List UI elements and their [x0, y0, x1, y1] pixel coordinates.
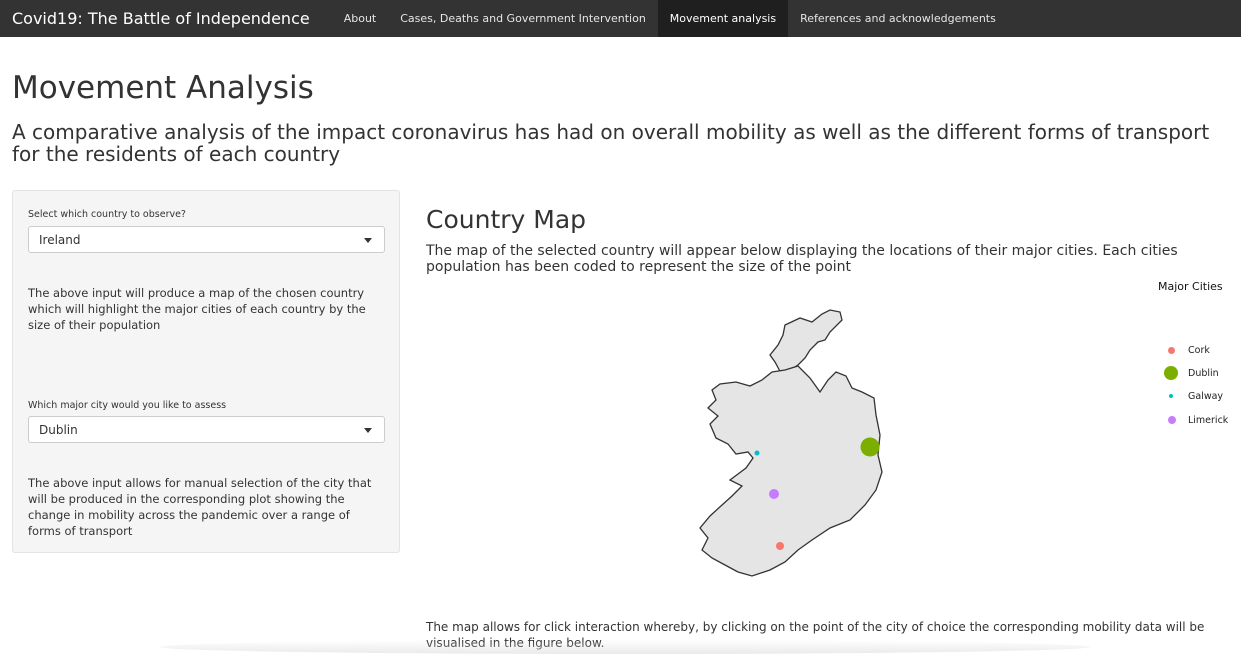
legend-dot-icon	[1164, 366, 1178, 380]
country-map-description: The map of the selected country will app…	[426, 243, 1178, 275]
nav-tab-about[interactable]: About	[343, 12, 377, 25]
country-select-value: Ireland	[39, 232, 81, 247]
country-select-label: Select which country to observe?	[28, 209, 186, 220]
country-map-title: Country Map	[426, 205, 587, 234]
city-help-text: The above input allows for manual select…	[28, 476, 372, 538]
legend-title: Major Cities	[1158, 280, 1223, 293]
country-help-text: The above input will produce a map of th…	[28, 286, 366, 332]
legend-label: Cork	[1188, 344, 1210, 356]
nav-tab-cases-deaths[interactable]: Cases, Deaths and Government Interventio…	[400, 12, 646, 25]
city-select[interactable]: Dublin	[28, 416, 385, 443]
legend-item-galway: Galway	[1160, 388, 1223, 404]
legend-item-cork: Cork	[1160, 342, 1210, 358]
nav-tab-movement-analysis[interactable]: Movement analysis	[657, 0, 789, 37]
legend-dot-icon	[1168, 346, 1175, 354]
legend-label: Galway	[1188, 390, 1224, 402]
legend-dot-icon	[1168, 416, 1176, 424]
navbar: Covid19: The Battle of Independence Abou…	[0, 0, 1241, 37]
page-subtitle: A comparative analysis of the impact cor…	[12, 120, 1210, 166]
chevron-down-icon	[364, 238, 372, 243]
city-point-dublin[interactable]	[860, 437, 880, 457]
chevron-down-icon	[364, 428, 372, 433]
country-select[interactable]: Ireland	[28, 226, 385, 253]
legend-label: Limerick	[1188, 414, 1229, 426]
legend-dot-icon	[1169, 394, 1173, 398]
map-region-north	[769, 309, 843, 376]
sidebar-panel: Select which country to observe? Ireland…	[12, 190, 400, 553]
bottom-shadow	[160, 640, 1090, 654]
country-map[interactable]	[690, 300, 890, 585]
page-title: Movement Analysis	[12, 70, 314, 106]
city-select-value: Dublin	[39, 422, 78, 437]
legend-label: Dublin	[1188, 367, 1219, 379]
map-region-ireland	[699, 365, 883, 577]
legend-item-dublin: Dublin	[1160, 365, 1219, 381]
nav-tab-references[interactable]: References and acknowledgements	[800, 12, 996, 25]
legend-item-limerick: Limerick	[1160, 412, 1228, 428]
city-point-limerick[interactable]	[769, 489, 779, 499]
city-point-cork[interactable]	[776, 542, 784, 550]
app-brand[interactable]: Covid19: The Battle of Independence	[12, 9, 310, 28]
city-point-galway[interactable]	[754, 450, 760, 456]
city-select-label: Which major city would you like to asses…	[28, 400, 227, 411]
